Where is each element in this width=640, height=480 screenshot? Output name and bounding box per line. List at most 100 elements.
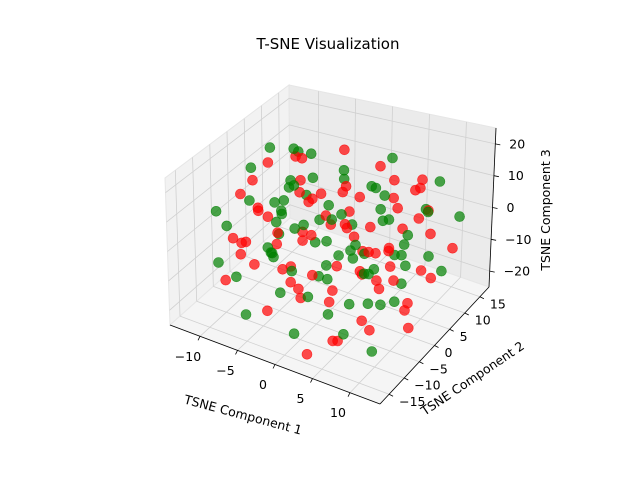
scatter-point-series-1 [387, 152, 398, 164]
z-tick-label: 10 [508, 168, 524, 183]
scatter-point-series-1 [366, 181, 378, 192]
gridline-y [179, 315, 390, 395]
scatter-point-series-1 [338, 328, 349, 340]
scatter-point-series-1 [343, 298, 355, 310]
y-tick-label: 15 [490, 296, 506, 311]
scatter-point-series-0 [252, 202, 264, 214]
scatter-point-series-1 [278, 195, 290, 206]
scatter-point-series-0 [354, 191, 366, 203]
z-tick-label: −20 [504, 264, 530, 279]
scatter-point-series-1 [322, 309, 334, 320]
scatter-point-series-0 [293, 283, 304, 295]
gridline-y [196, 300, 405, 379]
gridline-z [289, 124, 494, 177]
scatter-point-series-0 [339, 219, 351, 230]
y-tick-label: −15 [399, 394, 425, 409]
tick-mark [434, 345, 439, 348]
z-axis-label: TSNE Component 3 [538, 149, 553, 271]
gridline-y [229, 271, 435, 346]
scatter-point-series-1 [422, 206, 434, 218]
scatter-point-series-0 [392, 202, 404, 214]
scatter-point-series-0 [388, 275, 399, 286]
scatter-point-series-1 [333, 250, 344, 261]
tick-mark [492, 207, 498, 209]
scatter-point-series-1 [244, 195, 255, 206]
scatter-point-series-1 [434, 176, 446, 187]
scatter-point-series-1 [336, 209, 347, 220]
tick-mark [388, 393, 394, 397]
scatter-point-series-1 [362, 298, 374, 310]
scatter-point-series-0 [415, 265, 427, 276]
tick-mark [489, 270, 495, 273]
scatter-point-series-1 [379, 190, 391, 201]
scatter-point-series-1 [423, 251, 434, 262]
scatter-point-series-1 [231, 271, 242, 283]
scatter-point-series-0 [356, 315, 368, 327]
tick-mark [235, 350, 238, 355]
scatter-point-series-0 [305, 229, 317, 241]
scatter-point-series-0 [339, 144, 350, 156]
scatter-point-series-0 [247, 174, 258, 186]
scatter-point-series-0 [262, 157, 274, 168]
scatter-point-series-1 [270, 216, 282, 228]
scatter-point-series-0 [340, 181, 352, 192]
gridline-z [289, 97, 496, 145]
scatter-point-series-0 [285, 276, 297, 288]
scatter-point-series-0 [296, 153, 308, 164]
scatter-point-series-1 [240, 309, 252, 320]
scatter-point-series-0 [410, 184, 421, 196]
tick-mark [310, 378, 313, 383]
scatter-point-series-0 [402, 322, 414, 334]
scatter-point-series-0 [262, 305, 273, 317]
scatter-point-series-1 [388, 296, 400, 308]
y-tick-label: 5 [460, 329, 468, 344]
scatter-point-series-0 [425, 228, 436, 240]
scatter-point-series-1 [320, 260, 332, 271]
scatter-point-series-0 [323, 296, 335, 308]
scatter-point-series-1 [326, 214, 338, 225]
tick-mark [479, 296, 485, 300]
scatter-point-series-1 [288, 180, 300, 191]
gridline-z [169, 204, 291, 311]
scatter-point-series-0 [327, 285, 338, 296]
y-tick-label: −5 [429, 361, 447, 376]
scatter-point-series-1 [323, 200, 335, 211]
scatter-point-series-0 [384, 261, 396, 272]
scatter-point-series-0 [425, 272, 437, 284]
scatter-point-series-0 [262, 211, 274, 222]
y-tick-label: 0 [445, 345, 453, 360]
scatter-point-series-0 [447, 242, 458, 254]
tick-mark [272, 364, 276, 369]
scatter-point-series-1 [213, 257, 224, 268]
scatter-point-series-0 [327, 335, 339, 347]
scatter-point-series-1 [289, 223, 301, 234]
scatter-point-series-1 [363, 268, 374, 280]
scatter-point-series-0 [373, 283, 385, 295]
scatter-point-series-1 [321, 236, 332, 247]
scatter-point-series-1 [288, 143, 300, 154]
scatter-point-series-0 [307, 193, 318, 205]
tick-mark [449, 328, 454, 332]
scatter-point-series-1 [302, 291, 314, 303]
scatter-point-series-0 [272, 227, 283, 238]
tick-mark [495, 143, 501, 146]
x-tick-label: 5 [297, 391, 305, 406]
scatter-point-series-0 [402, 297, 413, 309]
chart-title: T-SNE Visualization [256, 35, 400, 53]
scatter-point-series-0 [297, 235, 308, 246]
scatter-point-series-0 [389, 174, 400, 186]
x-tick-label: −10 [175, 349, 201, 364]
gridline-z [289, 177, 492, 240]
scatter-point-series-0 [375, 160, 386, 172]
scatter-point-series-1 [286, 265, 298, 277]
x-tick-label: 10 [330, 405, 346, 420]
scatter-point-series-0 [235, 188, 246, 200]
scatter-point-series-0 [220, 274, 231, 286]
scatter-point-series-0 [383, 242, 395, 254]
scatter-point-series-1 [305, 148, 317, 159]
gridline-z [167, 151, 290, 252]
scatter-point-series-0 [271, 238, 283, 250]
scatter-point-series-1 [288, 328, 300, 340]
